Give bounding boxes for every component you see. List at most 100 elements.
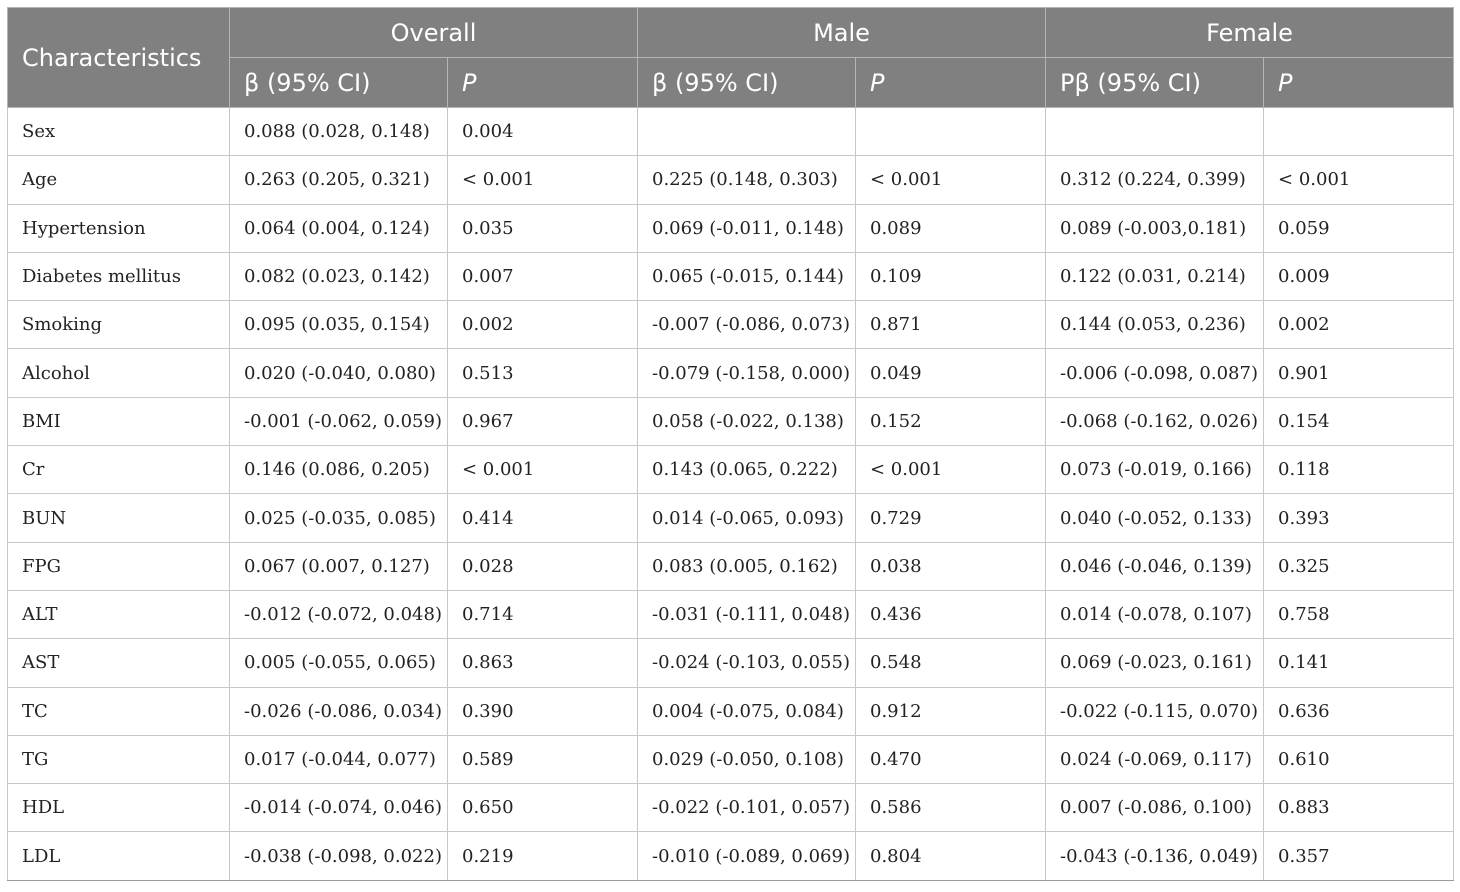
subheader-male-p: P <box>854 57 1047 108</box>
table-row: Age 0.263 (0.205, 0.321) < 0.001 0.225 (0.1… <box>7 155 1455 205</box>
cell-overall-beta: -0.038 (-0.098, 0.022) <box>229 831 448 881</box>
cell-female-p: 0.883 <box>1263 783 1455 833</box>
cell-overall-p: < 0.001 <box>447 155 638 205</box>
cell-female-p: 0.118 <box>1263 445 1455 495</box>
cell-male-p: 0.586 <box>854 783 1047 833</box>
header-group-male: Male <box>636 7 1047 58</box>
table-header: Characteristics Overall Male Female β (9… <box>7 7 1455 108</box>
cell-male-beta: -0.031 (-0.111, 0.048) <box>637 589 856 640</box>
cell-overall-beta: 0.020 (-0.040, 0.080) <box>229 348 448 398</box>
cell-overall-p: 0.007 <box>447 251 638 302</box>
cell-overall-beta: 0.025 (-0.035, 0.085) <box>229 493 448 543</box>
cell-male-p: 0.089 <box>854 203 1047 253</box>
cell-male-beta: 0.083 (0.005, 0.162) <box>637 541 856 591</box>
table-row: ALT -0.012 (-0.072, 0.048) 0.714 -0.031 (-0… <box>7 589 1455 640</box>
cell-male-p: 0.038 <box>854 541 1047 591</box>
table-row: LDL -0.038 (-0.098, 0.022) 0.219 -0.010 (-0… <box>7 831 1455 881</box>
cell-female-beta: 0.089 (-0.003,0.181) <box>1045 203 1265 253</box>
cell-characteristic: Age <box>7 155 230 205</box>
cell-female-beta: -0.006 (-0.098, 0.087) <box>1045 348 1265 398</box>
cell-male-beta: 0.029 (-0.050, 0.108) <box>637 734 856 785</box>
table-row: FPG 0.067 (0.007, 0.127) 0.028 0.083 (0.005… <box>7 541 1455 591</box>
cell-female-beta: 0.144 (0.053, 0.236) <box>1045 300 1265 350</box>
table-row: Diabetes mellitus 0.082 (0.023, 0.142) 0.0… <box>7 251 1455 302</box>
cell-overall-p: 0.863 <box>447 638 638 688</box>
cell-female-beta: 0.073 (-0.019, 0.166) <box>1045 445 1265 495</box>
table-body: Sex 0.088 (0.028, 0.148) 0.004 Age 0.263 (0.… <box>7 106 1455 881</box>
cell-overall-p: 0.414 <box>447 493 638 543</box>
cell-male-beta: -0.022 (-0.101, 0.057) <box>637 783 856 833</box>
cell-male-p: < 0.001 <box>854 445 1047 495</box>
cell-overall-beta: -0.001 (-0.062, 0.059) <box>229 396 448 447</box>
cell-characteristic: Sex <box>7 106 230 157</box>
cell-female-beta: 0.069 (-0.023, 0.161) <box>1045 638 1265 688</box>
cell-characteristic: HDL <box>7 783 230 833</box>
cell-female-p: 0.154 <box>1263 396 1455 447</box>
cell-female-p: 0.059 <box>1263 203 1455 253</box>
regression-results-table: Characteristics Overall Male Female β (9… <box>7 7 1455 881</box>
cell-overall-beta: 0.082 (0.023, 0.142) <box>229 251 448 302</box>
cell-overall-beta: 0.005 (-0.055, 0.065) <box>229 638 448 688</box>
cell-male-p: 0.436 <box>854 589 1047 640</box>
cell-male-beta: 0.225 (0.148, 0.303) <box>637 155 856 205</box>
cell-overall-beta: 0.263 (0.205, 0.321) <box>229 155 448 205</box>
cell-overall-beta: -0.012 (-0.072, 0.048) <box>229 589 448 640</box>
cell-male-beta: 0.143 (0.065, 0.222) <box>637 445 856 495</box>
cell-characteristic: Hypertension <box>7 203 230 253</box>
cell-female-p <box>1263 106 1455 157</box>
cell-overall-p: 0.004 <box>447 106 638 157</box>
cell-female-p: 0.610 <box>1263 734 1455 785</box>
cell-characteristic: BUN <box>7 493 230 543</box>
cell-male-p: 0.152 <box>854 396 1047 447</box>
cell-overall-beta: -0.026 (-0.086, 0.034) <box>229 686 448 736</box>
cell-male-p: 0.871 <box>854 300 1047 350</box>
cell-female-p: < 0.001 <box>1263 155 1455 205</box>
header-group-overall: Overall <box>229 7 638 58</box>
table-row: TG 0.017 (-0.044, 0.077) 0.589 0.029 (-0.05… <box>7 734 1455 785</box>
cell-female-p: 0.901 <box>1263 348 1455 398</box>
cell-characteristic: LDL <box>7 831 230 881</box>
cell-characteristic: TC <box>7 686 230 736</box>
cell-female-p: 0.636 <box>1263 686 1455 736</box>
cell-overall-beta: 0.064 (0.004, 0.124) <box>229 203 448 253</box>
subheader-male-beta: β (95% CI) <box>637 57 856 108</box>
cell-male-beta: 0.065 (-0.015, 0.144) <box>637 251 856 302</box>
cell-characteristic: TG <box>7 734 230 785</box>
cell-male-p <box>854 106 1047 157</box>
cell-overall-p: 0.513 <box>447 348 638 398</box>
cell-female-p: 0.002 <box>1263 300 1455 350</box>
cell-overall-p: 0.219 <box>447 831 638 881</box>
cell-male-beta: -0.010 (-0.089, 0.069) <box>637 831 856 881</box>
cell-female-p: 0.393 <box>1263 493 1455 543</box>
cell-overall-p: 0.002 <box>447 300 638 350</box>
cell-female-beta: 0.024 (-0.069, 0.117) <box>1045 734 1265 785</box>
cell-overall-p: 0.390 <box>447 686 638 736</box>
cell-overall-p: 0.035 <box>447 203 638 253</box>
cell-characteristic: BMI <box>7 396 230 447</box>
cell-female-beta: -0.068 (-0.162, 0.026) <box>1045 396 1265 447</box>
table-row: Cr 0.146 (0.086, 0.205) < 0.001 0.143 (0.06… <box>7 445 1455 495</box>
cell-female-beta: 0.046 (-0.046, 0.139) <box>1045 541 1265 591</box>
cell-characteristic: Alcohol <box>7 348 230 398</box>
cell-male-beta: 0.004 (-0.075, 0.084) <box>637 686 856 736</box>
cell-male-p: 0.729 <box>854 493 1047 543</box>
cell-male-beta <box>637 106 856 157</box>
cell-female-beta: -0.043 (-0.136, 0.049) <box>1045 831 1265 881</box>
cell-characteristic: Diabetes mellitus <box>7 251 230 302</box>
cell-male-beta: 0.069 (-0.011, 0.148) <box>637 203 856 253</box>
cell-overall-p: 0.967 <box>447 396 638 447</box>
results-table-container: Characteristics Overall Male Female β (9… <box>7 7 1455 881</box>
subheader-female-p: P <box>1263 57 1455 108</box>
header-row-subheaders: β (95% CI) P β (95% CI) P Pβ (95% CI) P <box>8 57 1455 108</box>
cell-overall-beta: 0.146 (0.086, 0.205) <box>229 445 448 495</box>
table-row: Alcohol 0.020 (-0.040, 0.080) 0.513 -0.079 … <box>7 348 1455 398</box>
cell-female-p: 0.758 <box>1263 589 1455 640</box>
subheader-overall-p: P <box>447 57 638 108</box>
cell-male-beta: -0.079 (-0.158, 0.000) <box>637 348 856 398</box>
cell-male-p: 0.804 <box>854 831 1047 881</box>
cell-male-p: < 0.001 <box>854 155 1047 205</box>
cell-characteristic: FPG <box>7 541 230 591</box>
subheader-female-beta: Pβ (95% CI) <box>1045 57 1265 108</box>
header-row-groups: Characteristics Overall Male Female <box>7 7 1455 108</box>
cell-female-beta <box>1045 106 1265 157</box>
